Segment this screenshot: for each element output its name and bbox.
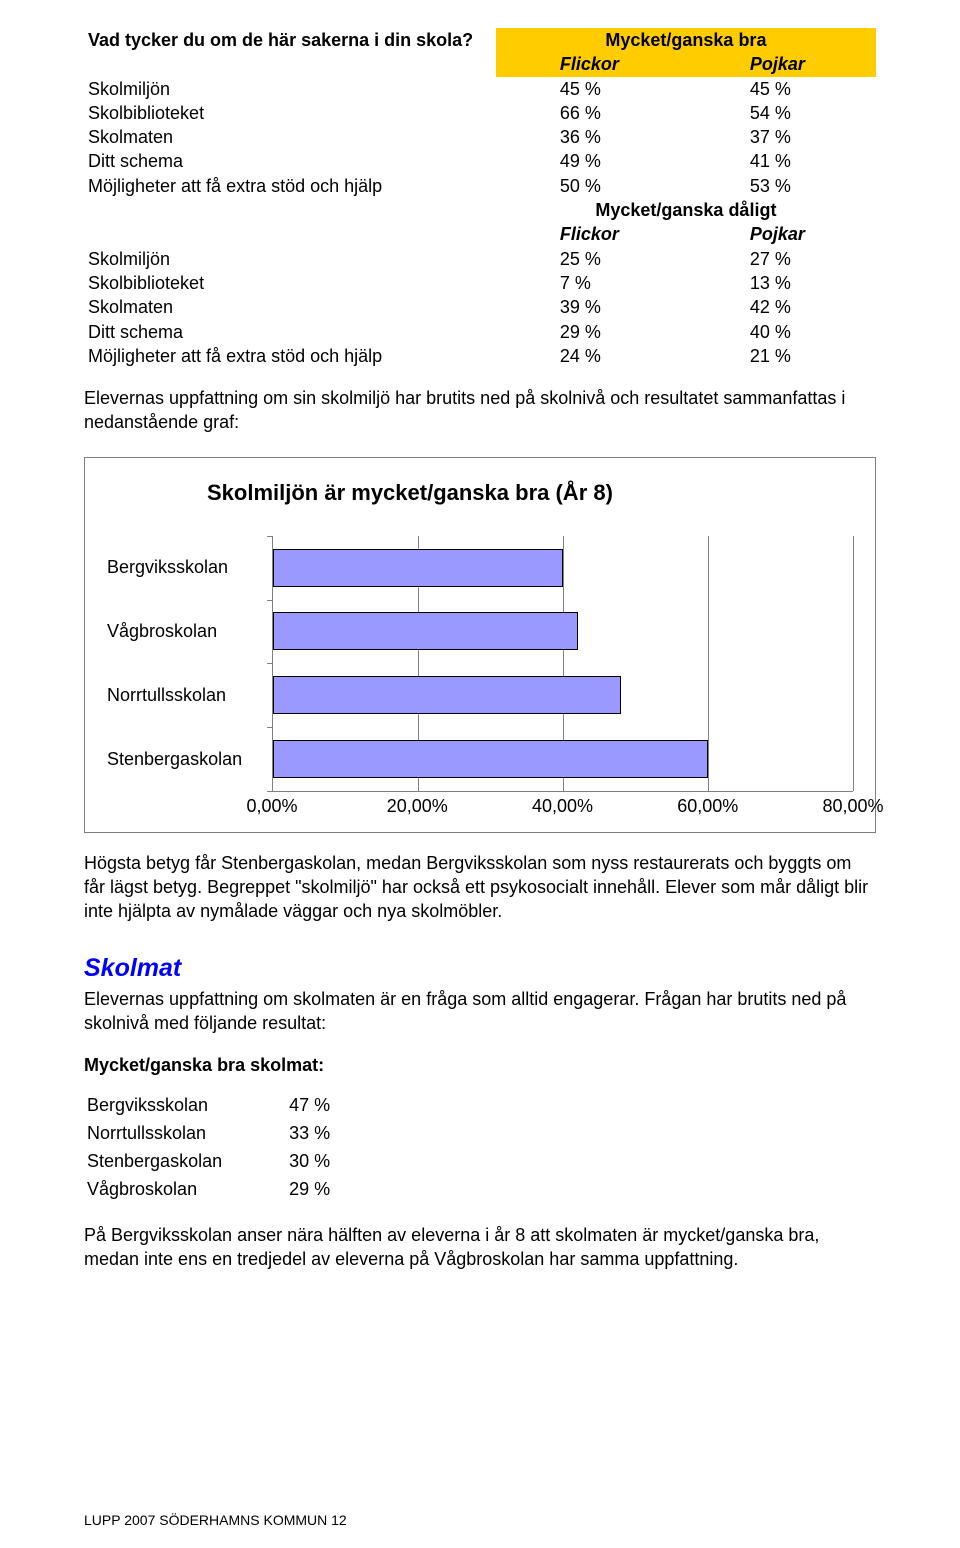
skolmat-label: Norrtullsskolan (86, 1120, 286, 1146)
skolmat-intro: Elevernas uppfattning om skolmaten är en… (84, 987, 876, 1036)
chart-bar (273, 549, 563, 587)
intro-paragraph: Elevernas uppfattning om sin skolmiljö h… (84, 386, 876, 435)
row-val: 13 % (686, 271, 876, 295)
x-tick-label: 0,00% (246, 796, 297, 817)
row-val: 24 % (496, 344, 686, 368)
y-category-label: Norrtullsskolan (107, 664, 272, 728)
row-val: 27 % (686, 247, 876, 271)
row-label: Skolmiljön (84, 77, 496, 101)
chart-bar (273, 676, 621, 714)
y-category-label: Vågbroskolan (107, 600, 272, 664)
col-girls-1: Flickor (496, 52, 686, 76)
row-val: 45 % (686, 77, 876, 101)
row-val: 42 % (686, 295, 876, 319)
skolmat-label: Stenbergaskolan (86, 1148, 286, 1174)
y-category-label: Stenbergaskolan (107, 728, 272, 792)
row-val: 50 % (496, 174, 686, 198)
row-label: Skolmaten (84, 295, 496, 319)
col-boys-1: Pojkar (686, 52, 876, 76)
x-tick-label: 60,00% (677, 796, 738, 817)
skolmat-label: Bergviksskolan (86, 1092, 286, 1118)
chart-title: Skolmiljön är mycket/ganska bra (År 8) (207, 480, 853, 506)
skolmat-subhead: Mycket/ganska bra skolmat: (84, 1053, 876, 1077)
row-label: Skolbiblioteket (84, 101, 496, 125)
col-boys-2: Pojkar (686, 222, 876, 246)
row-val: 40 % (686, 320, 876, 344)
x-tick-label: 20,00% (387, 796, 448, 817)
y-category-label: Bergviksskolan (107, 536, 272, 600)
row-val: 41 % (686, 149, 876, 173)
skolmat-label: Vågbroskolan (86, 1176, 286, 1202)
row-val: 25 % (496, 247, 686, 271)
row-label: Skolmiljön (84, 247, 496, 271)
header-good: Mycket/ganska bra (496, 28, 876, 52)
question-cell: Vad tycker du om de här sakerna i din sk… (84, 28, 496, 77)
row-label: Möjligheter att få extra stöd och hjälp (84, 174, 496, 198)
row-val: 21 % (686, 344, 876, 368)
skolmat-val: 29 % (288, 1176, 394, 1202)
row-val: 49 % (496, 149, 686, 173)
row-val: 66 % (496, 101, 686, 125)
chart-bar (273, 612, 578, 650)
bar-chart: Skolmiljön är mycket/ganska bra (År 8) B… (84, 457, 876, 833)
page-footer: LUPP 2007 SÖDERHAMNS KOMMUN 12 (84, 1512, 347, 1528)
row-val: 29 % (496, 320, 686, 344)
row-val: 53 % (686, 174, 876, 198)
header-bad: Mycket/ganska dåligt (496, 198, 876, 222)
row-val: 7 % (496, 271, 686, 295)
row-label: Skolbiblioteket (84, 271, 496, 295)
skolmat-table: Bergviksskolan47 % Norrtullsskolan33 % S… (84, 1090, 396, 1205)
analysis-paragraph: Högsta betyg får Stenbergaskolan, medan … (84, 851, 876, 924)
row-val: 39 % (496, 295, 686, 319)
skolmat-conclusion: På Bergviksskolan anser nära hälften av … (84, 1223, 876, 1272)
row-label: Skolmaten (84, 125, 496, 149)
row-label: Ditt schema (84, 149, 496, 173)
x-tick-label: 40,00% (532, 796, 593, 817)
skolmat-val: 33 % (288, 1120, 394, 1146)
row-val: 54 % (686, 101, 876, 125)
col-girls-2: Flickor (496, 222, 686, 246)
skolmat-val: 30 % (288, 1148, 394, 1174)
skolmat-val: 47 % (288, 1092, 394, 1118)
section-heading-skolmat: Skolmat (84, 954, 876, 983)
row-val: 37 % (686, 125, 876, 149)
x-tick-label: 80,00% (822, 796, 883, 817)
opinion-table: Vad tycker du om de här sakerna i din sk… (84, 28, 876, 368)
row-label: Ditt schema (84, 320, 496, 344)
chart-bar (273, 740, 708, 778)
row-label: Möjligheter att få extra stöd och hjälp (84, 344, 496, 368)
row-val: 45 % (496, 77, 686, 101)
row-val: 36 % (496, 125, 686, 149)
